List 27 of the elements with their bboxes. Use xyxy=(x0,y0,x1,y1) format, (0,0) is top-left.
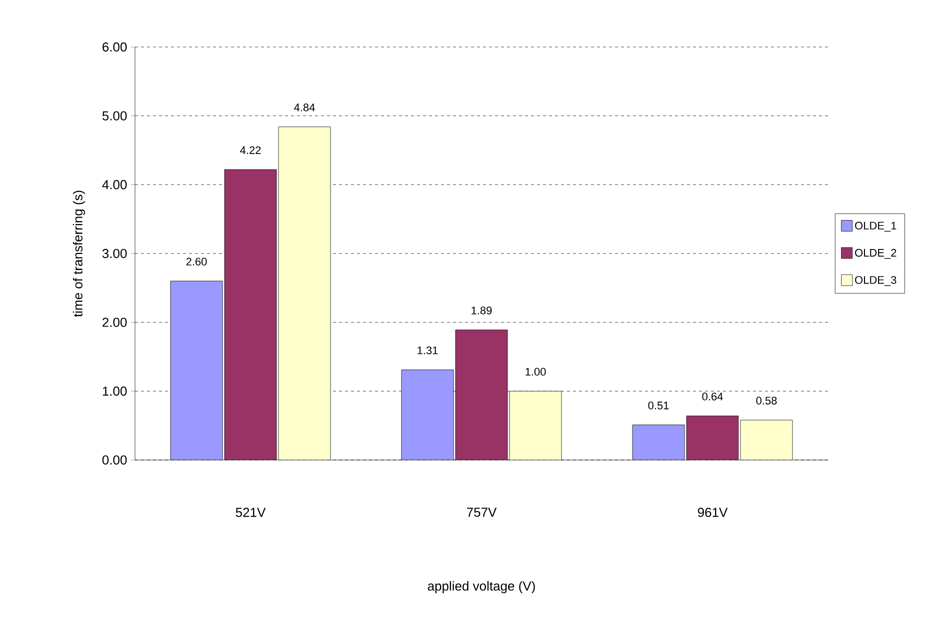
data-label: 0.58 xyxy=(756,396,777,405)
y-tick-label: 4.00 xyxy=(102,180,127,190)
y-axis-title: time of transferring (s) xyxy=(72,190,86,317)
bar xyxy=(170,280,223,460)
y-tick-label: 2.00 xyxy=(102,318,127,327)
data-label: 4.22 xyxy=(240,146,261,154)
data-label: 0.51 xyxy=(648,402,669,410)
data-label: 2.60 xyxy=(186,258,207,266)
y-tick-label: 6.00 xyxy=(102,42,127,52)
data-label: 1.31 xyxy=(418,346,438,354)
y-tick-label: 5.00 xyxy=(102,111,127,120)
y-tick-label: 1.00 xyxy=(102,386,127,396)
x-tick-label: 521V xyxy=(236,508,266,517)
y-tick-label: 3.00 xyxy=(102,248,127,258)
data-label: 1.89 xyxy=(472,306,492,314)
legend-label: OLDE_3 xyxy=(855,276,896,286)
x-tick-label: 961V xyxy=(698,508,728,517)
data-label: 0.64 xyxy=(702,392,723,400)
data-label: 4.84 xyxy=(294,104,315,112)
legend-label: OLDE_2 xyxy=(855,248,896,259)
bar xyxy=(401,370,454,460)
bar xyxy=(632,424,685,460)
legend-label: OLDE_1 xyxy=(855,222,896,232)
x-axis-title: applied voltage (V) xyxy=(428,581,535,594)
x-tick-label: 757V xyxy=(467,508,497,517)
y-tick-label: 0.00 xyxy=(102,455,127,465)
data-label: 1.00 xyxy=(526,368,546,376)
